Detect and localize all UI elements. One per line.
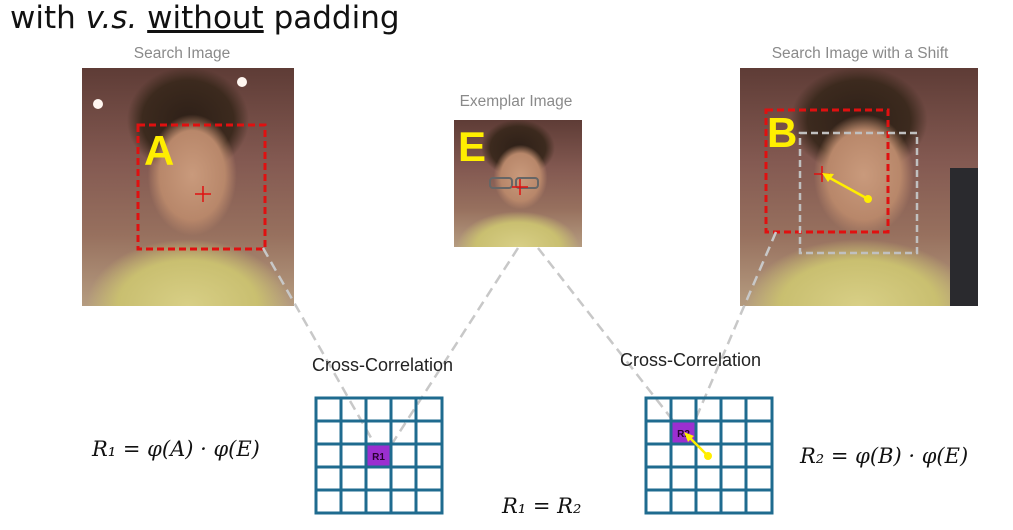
- shift-arrow-head: [822, 173, 834, 182]
- region-b-box: [764, 108, 890, 234]
- r2-arrow-head: [684, 432, 694, 442]
- response-grid-right: [644, 396, 774, 515]
- formula-r1: R₁ = φ(A) · φ(E): [92, 437, 260, 461]
- lamp-light: [237, 77, 247, 87]
- region-a-letter: A: [144, 127, 175, 174]
- exemplar-image: E: [454, 120, 582, 247]
- glasses-right: [515, 177, 539, 189]
- exemplar-image-overlay: [489, 177, 539, 195]
- exemplar-image-caption: Exemplar Image: [459, 93, 573, 110]
- shifted-image-caption: Search Image with a Shift: [771, 45, 949, 62]
- r2-arrow-line: [687, 435, 709, 457]
- cross-correlation-label-left: Cross-Correlation: [312, 355, 454, 375]
- shift-arrow: [827, 175, 869, 201]
- cross-correlation-label-right: Cross-Correlation: [620, 350, 762, 370]
- slide-title: with v.s. without padding: [10, 0, 400, 36]
- r1-highlight-cell: [367, 444, 390, 466]
- formula-r2: R₂ = φ(B) · φ(E): [800, 444, 969, 468]
- dark-shelf: [950, 168, 978, 306]
- shifted-search-image: B: [740, 68, 978, 306]
- shifted-image-overlay: [764, 108, 978, 306]
- glasses-left: [489, 177, 513, 189]
- grid-border: [314, 396, 444, 515]
- grid-border: [644, 396, 774, 515]
- r2-shift-arrow: [684, 432, 712, 460]
- shift-arrow-tail: [864, 195, 872, 203]
- r2-arrow-tail: [704, 452, 712, 460]
- region-b-letter: B: [767, 109, 798, 156]
- lamp-light: [93, 99, 103, 109]
- response-grid-left: [314, 396, 444, 515]
- r2-cell-label: R2: [677, 429, 690, 440]
- region-a-box: [136, 123, 267, 251]
- search-image-overlay: [93, 77, 267, 251]
- formula-r1-equals-r2: R₁ = R₂: [502, 494, 582, 518]
- search-image-caption: Search Image: [133, 45, 231, 62]
- exemplar-letter: E: [458, 123, 487, 170]
- r1-cell-label: R1: [372, 452, 385, 463]
- search-image: A: [82, 68, 294, 306]
- shifted-region-box: [798, 131, 919, 255]
